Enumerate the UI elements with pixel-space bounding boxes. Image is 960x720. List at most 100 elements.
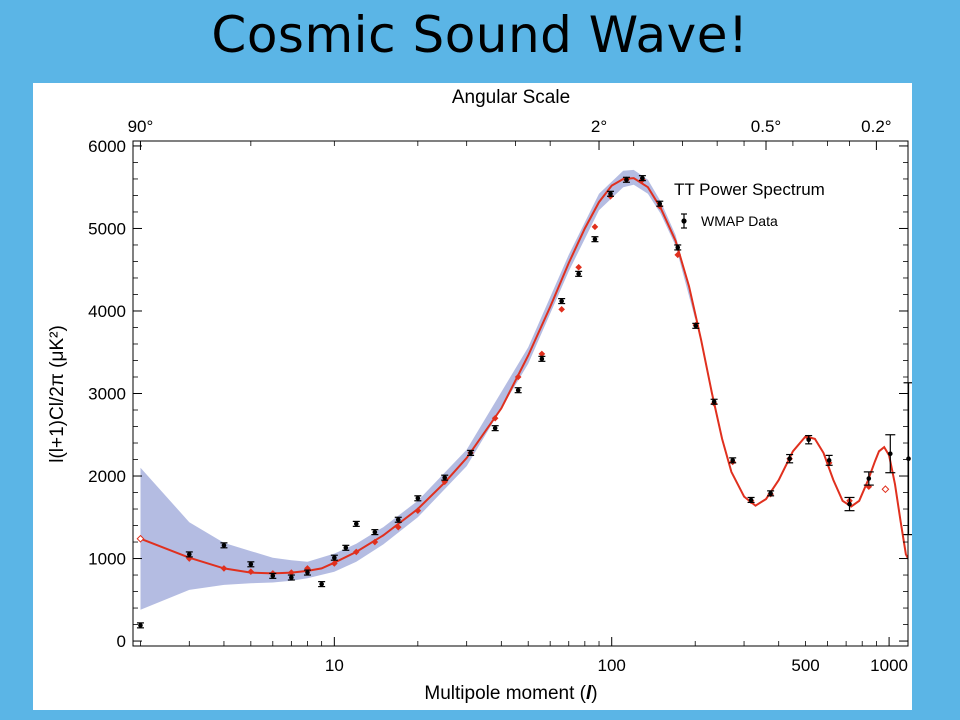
y-axis-title: l(l+1)Cl/2π (μK²) xyxy=(47,325,68,463)
data-point-dot xyxy=(608,191,613,197)
data-point-15 xyxy=(467,449,475,456)
data-point-dot xyxy=(866,476,872,481)
data-point-dot xyxy=(559,298,564,304)
top-tick-label: 2° xyxy=(591,117,607,136)
data-point-30 xyxy=(747,496,755,504)
top-tick-label: 0.2° xyxy=(861,117,891,136)
y-tick-label: 3000 xyxy=(88,385,126,404)
data-point-dot xyxy=(847,501,852,507)
data-point-dot xyxy=(787,456,792,461)
top-axis-title: Angular Scale xyxy=(452,87,570,108)
model-marker-17 xyxy=(558,306,565,313)
data-point-10 xyxy=(352,520,360,527)
model-marker-15 xyxy=(514,373,522,381)
data-point-dot xyxy=(657,201,663,207)
data-point-16 xyxy=(491,425,499,432)
data-point-11 xyxy=(371,529,379,536)
data-point-36 xyxy=(863,471,874,486)
data-point-dot xyxy=(343,545,349,551)
data-point-dot xyxy=(415,495,421,501)
model-marker-2 xyxy=(220,565,228,572)
data-point-17 xyxy=(514,387,522,394)
data-point-28 xyxy=(710,398,718,405)
data-point-33 xyxy=(805,434,813,445)
model-marker-35 xyxy=(881,485,890,494)
data-point-dot xyxy=(711,399,717,405)
data-point-35 xyxy=(844,496,855,512)
data-point-dot xyxy=(592,236,598,242)
data-point-21 xyxy=(591,236,599,243)
x-axis-title: Multipole moment (l) xyxy=(424,683,597,704)
data-point-dot xyxy=(576,271,581,277)
legend-label-wmap: WMAP Data xyxy=(701,213,778,229)
data-point-20 xyxy=(575,270,583,277)
y-tick-label: 6000 xyxy=(88,137,126,156)
data-point-dot xyxy=(806,437,811,443)
data-point-dot xyxy=(515,387,521,393)
data-point-18 xyxy=(538,355,546,362)
data-point-2 xyxy=(220,542,228,549)
data-point-4 xyxy=(269,572,277,579)
data-point-dot xyxy=(305,570,310,575)
data-point-dot xyxy=(539,356,545,362)
data-point-32 xyxy=(786,453,794,464)
data-point-13 xyxy=(414,495,422,502)
x-axis-title-symbol: l xyxy=(586,683,592,704)
axes-layer: 0 1000 2000 3000 4000 5000 6000 10 100 500 1000 90°… xyxy=(88,117,908,675)
data-point-5 xyxy=(287,574,295,581)
data-point-22 xyxy=(606,190,614,197)
model-curve-layer xyxy=(136,176,908,577)
model-marker-16 xyxy=(538,350,546,358)
top-tick-label: 0.5° xyxy=(751,117,781,136)
model-marker-19 xyxy=(591,223,599,231)
slide-title: Cosmic Sound Wave! xyxy=(211,6,749,64)
data-point-dot xyxy=(693,323,699,329)
x-axis-title-main: Multipole moment ( xyxy=(424,683,586,704)
x-tick-label: 10 xyxy=(325,656,344,675)
data-point-8 xyxy=(330,554,338,561)
data-point-dot xyxy=(826,458,832,463)
data-point-37 xyxy=(885,434,896,474)
model-curve-line xyxy=(140,177,908,575)
model-marker-3 xyxy=(247,568,255,576)
data-point-25 xyxy=(656,200,664,207)
data-point-dot xyxy=(270,573,276,579)
model-marker-1 xyxy=(185,555,193,562)
legend-title: TT Power Spectrum xyxy=(674,180,825,199)
x-tick-label: 100 xyxy=(598,656,626,675)
data-point-14 xyxy=(441,474,449,481)
data-point-dot xyxy=(442,475,448,480)
y-tick-label: 5000 xyxy=(88,219,126,238)
model-marker-24 xyxy=(674,251,682,259)
data-point-dot xyxy=(675,245,681,250)
data-point-dot xyxy=(887,451,893,457)
data-point-0 xyxy=(136,622,144,629)
data-point-dot xyxy=(186,552,192,557)
model-marker-7 xyxy=(331,560,338,567)
y-tick-label: 0 xyxy=(117,632,126,651)
y-tick-label: 1000 xyxy=(88,550,126,569)
data-point-dot xyxy=(248,562,254,567)
data-point-dot xyxy=(768,491,773,496)
data-point-23 xyxy=(622,176,630,183)
data-point-dot xyxy=(468,450,473,456)
model-marker-14 xyxy=(491,414,499,422)
data-point-dot xyxy=(748,497,754,503)
data-point-dot xyxy=(289,575,294,580)
data-point-dot xyxy=(730,458,735,463)
data-point-1 xyxy=(185,551,193,558)
data-point-dot xyxy=(395,517,401,523)
data-point-dot xyxy=(221,543,227,548)
data-point-9 xyxy=(342,544,350,551)
y-tick-label: 4000 xyxy=(88,302,126,321)
model-marker-18 xyxy=(575,263,582,271)
legend-entry-wmap: WMAP Data xyxy=(681,213,778,229)
chart-panel: 0 1000 2000 3000 4000 5000 6000 10 100 500 1000 90°… xyxy=(33,83,914,710)
data-point-7 xyxy=(318,581,326,588)
data-point-dot xyxy=(138,623,143,628)
model-marker-0 xyxy=(136,534,145,543)
data-point-31 xyxy=(767,490,775,497)
cosmic-variance-band xyxy=(140,169,696,610)
data-point-dot xyxy=(492,425,498,431)
data-point-dot xyxy=(332,555,337,561)
